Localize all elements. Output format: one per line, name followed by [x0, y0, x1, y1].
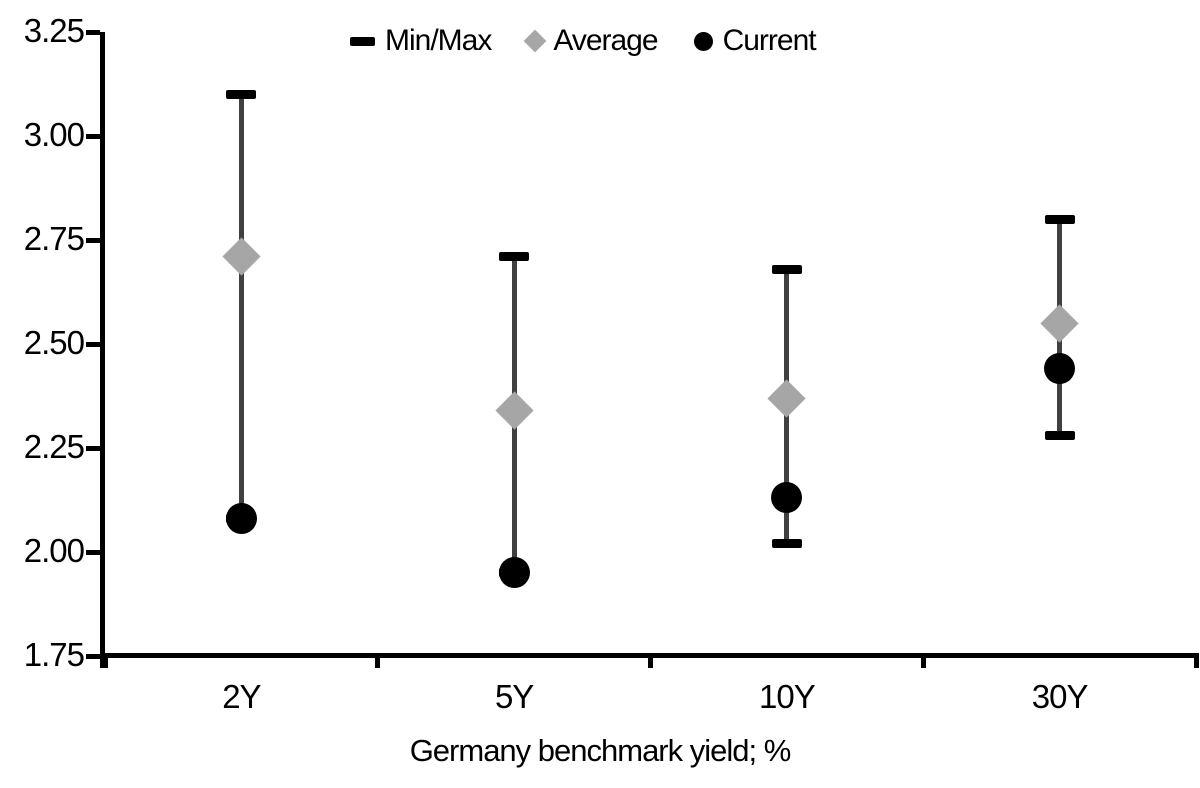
x-tick [1193, 653, 1199, 668]
current-marker [771, 482, 803, 514]
minmax-whisker-line [238, 94, 244, 519]
y-tick [86, 341, 100, 347]
y-tick [86, 237, 100, 243]
minmax-dash-icon [350, 36, 375, 46]
legend-label-minmax: Min/Max [385, 24, 492, 57]
y-tick-label: 2.75 [23, 220, 85, 258]
minmax-min-cap [1044, 431, 1075, 441]
x-axis-title: Germany benchmark yield; % [409, 733, 792, 768]
current-marker [225, 503, 257, 535]
y-tick-label: 2.25 [23, 428, 85, 466]
average-marker [767, 378, 806, 418]
legend-label-average: Average [553, 24, 658, 57]
legend-item-average: Average [524, 24, 659, 58]
x-tick [648, 653, 653, 668]
y-axis-line [100, 32, 105, 668]
x-tick-label: 10Y [759, 678, 816, 715]
y-tick-label: 2.50 [23, 324, 85, 362]
x-tick-label: 5Y [494, 678, 534, 715]
y-tick [86, 133, 100, 139]
y-tick [86, 29, 100, 35]
average-marker [495, 391, 534, 430]
x-tick [375, 653, 381, 668]
minmax-max-cap [499, 252, 530, 262]
current-marker [1044, 353, 1076, 385]
minmax-max-cap [226, 89, 257, 99]
legend-item-current: Current [693, 24, 817, 58]
y-tick-label: 2.00 [23, 532, 85, 570]
x-tick [102, 653, 108, 668]
y-tick [86, 549, 100, 555]
y-tick-label: 1.75 [23, 636, 85, 674]
current-marker [498, 557, 530, 589]
average-diamond-icon [524, 29, 547, 53]
minmax-min-cap [771, 539, 802, 549]
y-tick-label: 3.00 [23, 116, 85, 154]
current-circle-icon [693, 31, 713, 51]
x-tick-label: 2Y [222, 678, 261, 715]
y-tick [86, 445, 100, 451]
minmax-max-cap [1044, 214, 1075, 224]
y-tick [86, 653, 100, 659]
average-marker [222, 237, 261, 276]
average-marker [1040, 304, 1079, 343]
minmax-max-cap [771, 264, 802, 274]
y-tick-label: 3.25 [23, 12, 85, 50]
x-tick-label: 30Y [1031, 678, 1089, 715]
legend-item-minmax: Min/Max [350, 24, 492, 58]
x-tick [920, 653, 926, 668]
legend: Min/Max Average Current [350, 20, 817, 62]
legend-label-current: Current [722, 24, 817, 57]
